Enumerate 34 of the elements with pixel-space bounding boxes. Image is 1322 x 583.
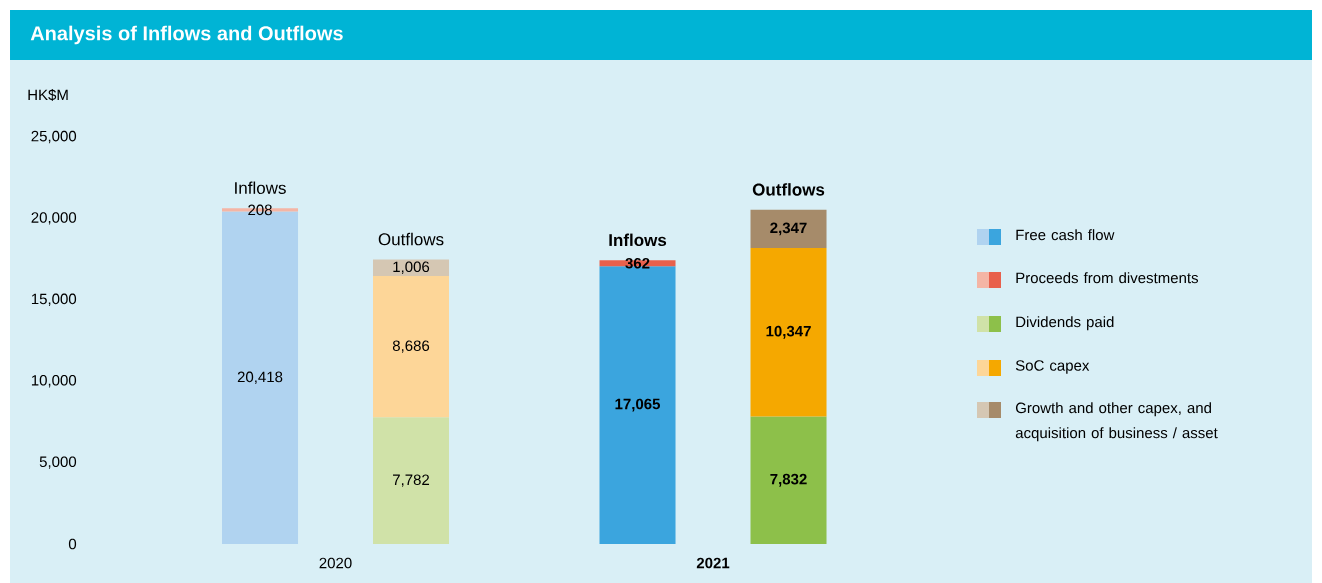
y-tick-label: 10,000 — [31, 374, 77, 388]
legend-label: Dividends paid — [1016, 316, 1114, 331]
annotation: Outflows — [752, 183, 825, 196]
data-label: 7,832 — [770, 473, 807, 487]
data-label: 1,006 — [393, 261, 430, 274]
y-axis-title: HK$M — [28, 88, 68, 102]
bar — [750, 416, 827, 544]
y-tick-label: 20,000 — [31, 212, 77, 225]
annotation: Outflows — [378, 232, 444, 246]
data-label: 10,347 — [766, 325, 811, 339]
legend-label: Free cash flow — [1016, 229, 1115, 241]
annotation: Inflows — [609, 233, 667, 247]
y-tick-label: 0 — [68, 538, 77, 550]
text: 2021 — [696, 557, 730, 569]
text: 2020 — [319, 557, 352, 569]
legend-label: SoC capex — [1015, 360, 1090, 374]
legend-label: Growth and other capex, and acquisition of business / asset — [1015, 402, 1218, 442]
bar — [373, 417, 450, 544]
data-label: 7,782 — [393, 474, 430, 487]
data-label: 8,686 — [392, 340, 430, 353]
bar — [750, 209, 827, 249]
y-tick-label: 25,000 — [31, 130, 77, 144]
legend-label: Proceeds from divestments — [1016, 272, 1199, 284]
data-label: 17,065 — [615, 398, 661, 412]
data-label: 208 — [248, 204, 272, 216]
chart-title: Analysis of Inflows and Outflows — [30, 25, 343, 45]
bar — [373, 275, 450, 418]
y-tick-label: 15,000 — [31, 293, 77, 306]
bar — [750, 248, 827, 417]
data-label: 20,418 — [237, 371, 283, 384]
annotation: Inflows — [235, 181, 286, 195]
y-tick-label: 5,000 — [39, 456, 77, 469]
data-label: 2,347 — [770, 222, 807, 236]
data-label: 362 — [625, 257, 650, 269]
